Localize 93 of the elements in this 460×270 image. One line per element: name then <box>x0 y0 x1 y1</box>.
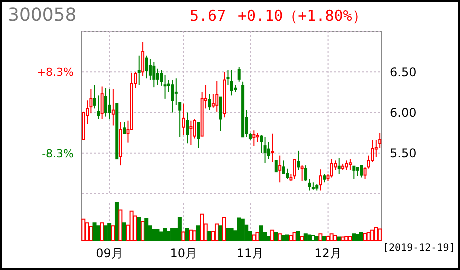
bar <box>344 236 349 242</box>
text: 5.67 <box>190 7 226 25</box>
candlestick <box>186 112 189 144</box>
bar <box>359 232 364 242</box>
bar <box>300 236 304 242</box>
candlestick <box>319 169 322 192</box>
bar <box>208 231 212 242</box>
bar <box>100 222 104 242</box>
bar <box>318 234 323 242</box>
bar <box>200 214 204 242</box>
bar <box>111 226 116 242</box>
x-tick-label: 11月 <box>236 246 264 261</box>
x-tick-label: 09月 <box>96 246 124 261</box>
bar <box>352 234 356 242</box>
y2-tick-label: -8.3% <box>42 147 74 160</box>
bar <box>237 218 242 242</box>
candlestick <box>278 155 282 184</box>
bar <box>270 230 275 242</box>
bar <box>374 227 378 242</box>
bar <box>259 226 264 242</box>
bar <box>118 210 123 242</box>
y-tick-label: 6.50 <box>390 65 417 80</box>
candlestick <box>90 88 93 114</box>
text: +0.10（+1.80%） <box>238 7 368 26</box>
candlestick <box>297 150 300 171</box>
candlestick <box>100 86 104 120</box>
bar <box>222 216 226 242</box>
candlestick <box>378 132 382 149</box>
candlestick <box>119 122 122 166</box>
bar <box>218 226 223 242</box>
candlestick <box>108 88 112 120</box>
bar <box>334 235 338 242</box>
bar <box>122 222 126 242</box>
bar <box>337 236 342 242</box>
candlestick <box>216 80 219 112</box>
candlestick <box>208 94 212 111</box>
bar <box>182 232 186 242</box>
bar <box>330 234 334 242</box>
bar <box>278 234 282 242</box>
bar <box>256 232 260 242</box>
candlestick <box>97 95 100 120</box>
bar <box>196 226 200 242</box>
bar <box>156 229 160 242</box>
bar <box>92 222 97 242</box>
bar <box>296 231 300 242</box>
bar <box>144 218 149 242</box>
candlestick <box>264 136 267 164</box>
bar <box>308 234 312 242</box>
bar <box>282 236 286 242</box>
bar <box>82 218 86 242</box>
bar <box>363 233 368 242</box>
bar <box>348 236 352 242</box>
bar <box>85 222 90 242</box>
y-tick-label: 6.00 <box>390 106 417 120</box>
bar <box>274 232 278 242</box>
bar <box>96 226 100 242</box>
candlestick <box>138 55 141 86</box>
bar <box>104 226 108 242</box>
chart-title: 300058 <box>8 5 77 26</box>
bar <box>340 236 345 242</box>
candlestick <box>112 88 115 126</box>
bar <box>114 202 119 242</box>
bar <box>163 228 168 242</box>
bar <box>266 236 271 242</box>
bar <box>189 230 194 242</box>
bar <box>178 217 182 242</box>
bar <box>311 236 316 242</box>
bar <box>289 236 294 242</box>
bar <box>304 234 308 242</box>
text: [2019-12-19] <box>383 243 456 254</box>
candlestick <box>271 133 274 163</box>
bar <box>226 228 230 242</box>
y2-tick-label: +8.3% <box>36 66 74 80</box>
bar <box>240 218 245 242</box>
bar <box>326 236 330 242</box>
candlestick <box>164 74 167 100</box>
candlestick <box>374 140 378 158</box>
bar <box>192 230 197 242</box>
x-tick-label: 10月 <box>170 246 198 261</box>
bar <box>378 228 382 242</box>
bar <box>89 226 94 242</box>
bar <box>130 210 134 242</box>
bar <box>230 228 234 242</box>
candlestick <box>148 58 152 81</box>
candlestick <box>345 160 348 171</box>
bar <box>108 223 112 242</box>
x-tick-label: 12月 <box>314 246 342 261</box>
bar <box>366 232 371 242</box>
bar <box>356 234 360 242</box>
y-tick-label: 5.50 <box>390 146 417 161</box>
bar <box>292 232 297 242</box>
bar <box>137 217 142 242</box>
candlestick <box>182 103 186 136</box>
